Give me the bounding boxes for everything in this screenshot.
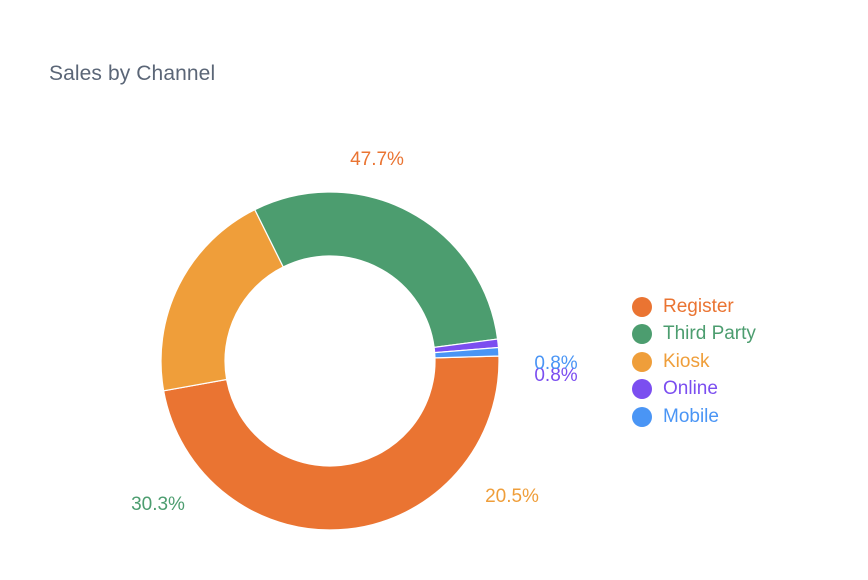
legend-swatch-icon: [632, 296, 652, 317]
legend-label: Third Party: [663, 323, 756, 345]
slice-label-register: 47.7%: [350, 149, 404, 170]
slice-label-third-party: 30.3%: [131, 494, 185, 515]
slice-register[interactable]: [162, 355, 500, 531]
legend-swatch-icon: [632, 379, 652, 400]
legend: Register Third Party Kiosk Online Mobile: [632, 293, 756, 431]
slice-mobile[interactable]: [434, 346, 500, 359]
slice-kiosk[interactable]: [160, 208, 285, 392]
slice-third-party[interactable]: [253, 191, 499, 349]
legend-item-online[interactable]: Online: [632, 376, 756, 404]
legend-swatch-icon: [632, 406, 652, 427]
legend-label: Mobile: [663, 405, 719, 427]
legend-item-kiosk[interactable]: Kiosk: [632, 348, 756, 376]
legend-label: Kiosk: [663, 350, 710, 372]
legend-label: Online: [663, 378, 718, 400]
legend-label: Register: [663, 295, 734, 317]
chart-title: Sales by Channel: [49, 62, 216, 85]
slice-label-online: 0.8%: [534, 365, 577, 386]
labels-layer: 47.7% 20.5% 30.3% 0.8%0.8%: [131, 149, 578, 515]
slice-label-kiosk: 20.5%: [485, 486, 539, 507]
legend-swatch-icon: [632, 351, 652, 372]
slices-layer: [160, 191, 500, 531]
legend-item-mobile[interactable]: Mobile: [632, 403, 756, 431]
legend-swatch-icon: [632, 324, 652, 345]
legend-item-register[interactable]: Register: [632, 293, 756, 321]
legend-item-third-party[interactable]: Third Party: [632, 321, 756, 349]
slice-label-mobile: 0.8%: [534, 353, 577, 374]
